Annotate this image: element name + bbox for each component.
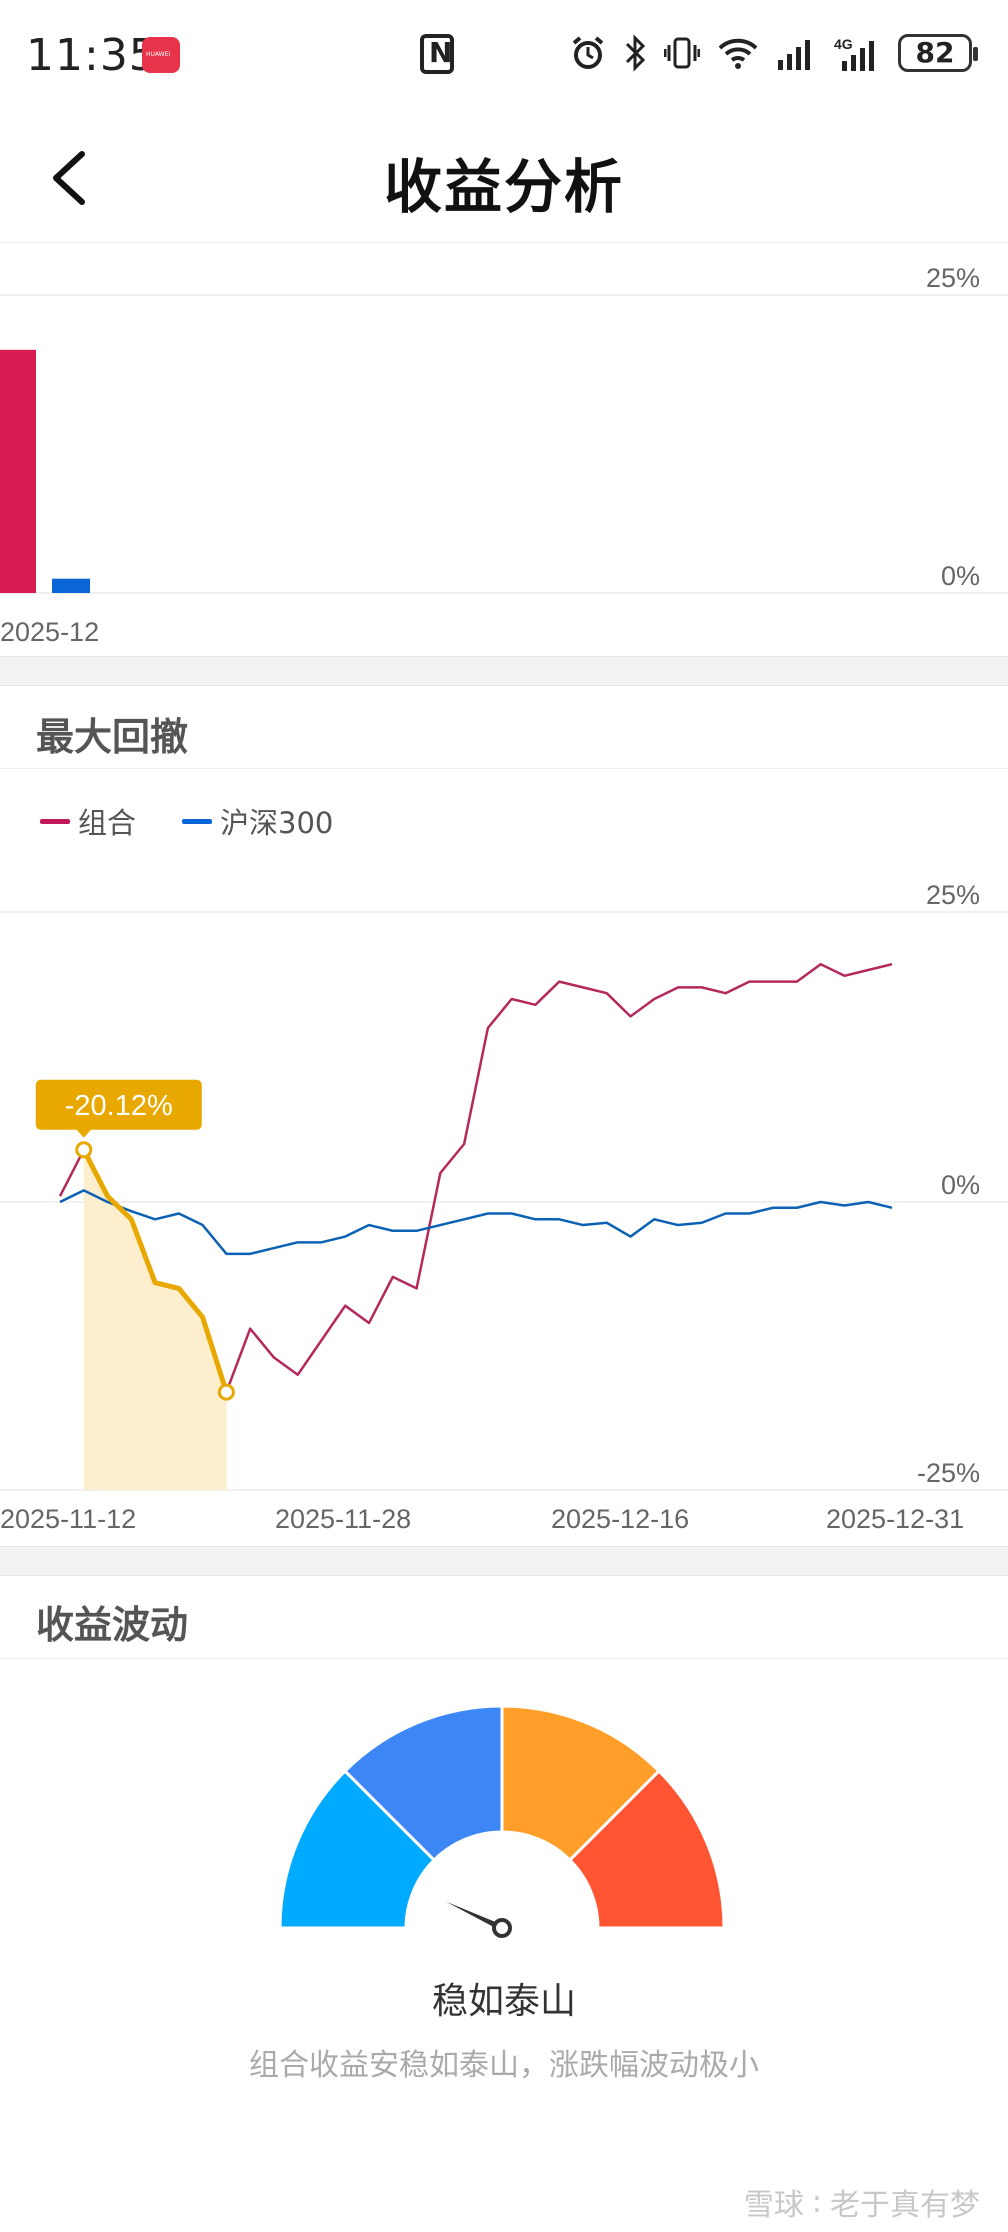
- drawdown-line: [81, 1148, 229, 1393]
- drawdown-line-chart: 25% 0% -25% -20.12% 2025-11-12 2025-11-28 2025…: [0, 880, 1008, 1534]
- legend-swatch-csi300: [182, 818, 213, 824]
- page-header: 收益分析: [0, 110, 1008, 242]
- gauge-segment: [500, 1704, 662, 1863]
- x-tick-label: 2025-11-28: [275, 1504, 411, 1534]
- legend-label-csi300: 沪深300: [220, 806, 334, 840]
- drawdown-tooltip-text: -20.12%: [65, 1090, 173, 1122]
- monthly-bar-chart-svg: 25% 0% 2025-12: [0, 263, 1008, 647]
- drawdown-area: [83, 1149, 227, 1490]
- tooltip-pointer: [75, 1128, 92, 1138]
- y-tick-label: 25%: [926, 263, 980, 293]
- y-tick-label: 0%: [941, 1170, 980, 1200]
- gauge-pivot: [492, 1918, 512, 1938]
- x-tick-label: 2025-12-16: [551, 1504, 689, 1534]
- drawdown-point: [217, 1383, 235, 1401]
- watermark-author: 老于真有梦: [830, 2188, 980, 2223]
- x-tick-label: 2025-12-31: [826, 1504, 964, 1534]
- gauge-segment: [567, 1768, 726, 1930]
- section-divider: [0, 656, 1008, 686]
- signal-icon: [778, 40, 810, 70]
- vibrate-icon: [664, 37, 700, 69]
- gauge-needle: [445, 1901, 504, 1931]
- x-tick-label: 2025-12: [0, 617, 99, 647]
- volatility-gauge: [278, 1704, 726, 1938]
- status-time: 11:35: [26, 30, 158, 81]
- legend-item-portfolio[interactable]: 组合: [40, 800, 136, 842]
- watermark-brand: 雪球: [743, 2188, 804, 2223]
- watermark-sep: :: [811, 2184, 822, 2220]
- volatility-level-label: 稳如泰山: [431, 1981, 576, 2022]
- gauge-segment: [342, 1704, 504, 1863]
- chevron-left-icon[interactable]: [44, 148, 100, 208]
- bar-csi300: [52, 578, 90, 593]
- status-icons: 4G 82: [570, 28, 978, 78]
- huawei-app-icon: HUAWEI: [142, 37, 180, 73]
- line-csi300: [59, 1189, 893, 1256]
- section-divider: [0, 1546, 1008, 1576]
- section-line: [0, 768, 1008, 769]
- gauge-segment: [278, 1768, 437, 1930]
- battery-indicator: 82: [898, 34, 978, 72]
- status-bar: 11:35 HUAWEI 4G 82: [0, 0, 1008, 110]
- watermark: 雪球: 老于真有梦: [744, 2180, 980, 2224]
- page-title: 收益分析: [383, 153, 624, 221]
- drawdown-tooltip: [35, 1079, 202, 1130]
- bluetooth-icon: [625, 34, 646, 72]
- legend-swatch-portfolio: [40, 818, 70, 824]
- drawdown-point: [75, 1141, 93, 1159]
- svg-text:4G: 4G: [834, 36, 853, 52]
- y-tick-label: -25%: [917, 1458, 980, 1488]
- volatility-title: 收益波动: [36, 1603, 189, 1647]
- drawdown-title: 最大回撤: [36, 715, 189, 759]
- alarm-icon: [572, 36, 604, 69]
- x-tick-label: 2025-11-12: [0, 1504, 136, 1534]
- app-badge-text: HUAWEI: [146, 51, 171, 58]
- y-tick-label: 0%: [941, 561, 980, 591]
- signal-4g-icon: 4G: [834, 36, 874, 71]
- legend-item-csi300[interactable]: 沪深300: [182, 800, 333, 842]
- section-line: [0, 1658, 1008, 1659]
- nfc-icon: [420, 34, 454, 74]
- y-tick-label: 25%: [926, 880, 980, 910]
- wifi-icon: [718, 38, 758, 69]
- volatility-description: 组合收益安稳如泰山，涨跌幅波动极小: [249, 2048, 759, 2083]
- drawdown-legend: 组合 沪深300: [40, 800, 333, 842]
- monthly-return-chart: 25% 0% 2025-12: [0, 242, 1008, 656]
- bar-portfolio: [0, 349, 36, 593]
- legend-label-portfolio: 组合: [78, 806, 137, 840]
